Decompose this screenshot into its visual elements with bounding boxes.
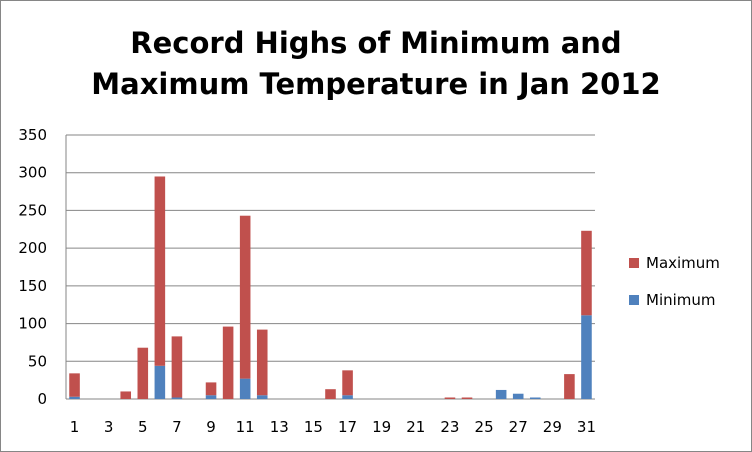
y-tick-label: 0 xyxy=(37,390,47,408)
y-tick-label: 250 xyxy=(18,201,47,219)
chart-title: Record Highs of Minimum and Maximum Temp… xyxy=(1,23,751,105)
bar-maximum-23 xyxy=(444,397,456,399)
x-tick-label: 5 xyxy=(138,418,148,436)
bar-minimum-9 xyxy=(205,395,217,399)
bar-maximum-17 xyxy=(342,370,353,396)
legend: Maximum Minimum xyxy=(629,254,720,309)
legend-label-maximum: Maximum xyxy=(646,254,720,272)
bar-minimum-1 xyxy=(69,396,80,399)
legend-swatch-minimum xyxy=(629,295,639,305)
x-tick-label: 9 xyxy=(206,418,216,436)
bar-maximum-9 xyxy=(205,382,217,396)
x-tick-label: 7 xyxy=(172,418,182,436)
x-tick-label: 19 xyxy=(372,418,391,436)
y-tick-label: 50 xyxy=(28,352,47,370)
x-tick-label: 1 xyxy=(70,418,80,436)
bar-minimum-12 xyxy=(256,395,268,399)
legend-label-minimum: Minimum xyxy=(646,291,716,309)
x-tick-label: 13 xyxy=(270,418,289,436)
x-tick-label: 17 xyxy=(338,418,357,436)
legend-swatch-maximum xyxy=(629,258,639,268)
bar-minimum-27 xyxy=(512,393,524,399)
bar-maximum-16 xyxy=(325,389,336,399)
bar-maximum-1 xyxy=(69,373,80,397)
x-tick-label: 3 xyxy=(104,418,114,436)
y-tick-label: 300 xyxy=(18,164,47,182)
chart-title-line-2: Maximum Temperature in Jan 2012 xyxy=(91,67,661,101)
x-tick-label: 31 xyxy=(577,418,596,436)
bar-maximum-7 xyxy=(171,336,183,398)
x-tick-label: 23 xyxy=(440,418,459,436)
y-tick-label: 150 xyxy=(18,277,47,295)
y-tick-label: 350 xyxy=(18,126,47,144)
bar-minimum-28 xyxy=(529,397,541,399)
x-tick-label: 21 xyxy=(406,418,425,436)
x-tick-label: 11 xyxy=(236,418,255,436)
bar-minimum-6 xyxy=(154,365,166,399)
grid-lines xyxy=(66,134,595,362)
bar-minimum-31 xyxy=(581,315,592,399)
bar-maximum-5 xyxy=(137,347,149,399)
bar-maximum-12 xyxy=(256,329,268,396)
bar-maximum-6 xyxy=(154,176,166,366)
bar-maximum-24 xyxy=(461,397,473,399)
bar-minimum-7 xyxy=(171,397,183,399)
y-tick-labels: 0 50 100 150 200 250 300 350 xyxy=(18,126,47,408)
y-tick-label: 100 xyxy=(18,315,47,333)
chart-title-line-1: Record Highs of Minimum and xyxy=(130,26,622,60)
bar-maximum-4 xyxy=(120,391,132,399)
x-tick-labels: 1 3 5 7 9 11 13 15 17 19 21 23 25 27 29 31 xyxy=(70,418,596,436)
y-tick-label: 200 xyxy=(18,239,47,257)
bar-maximum-30 xyxy=(564,374,575,399)
x-tick-label: 29 xyxy=(543,418,562,436)
bar-minimum-11 xyxy=(239,378,251,399)
bar-maximum-10 xyxy=(222,326,234,399)
x-tick-label: 25 xyxy=(475,418,494,436)
bar-maximum-31 xyxy=(581,230,592,316)
bar-minimum-26 xyxy=(495,389,507,399)
bars xyxy=(69,176,592,399)
x-tick-label: 27 xyxy=(509,418,528,436)
bar-minimum-17 xyxy=(342,395,353,399)
x-tick-label: 15 xyxy=(304,418,323,436)
bar-maximum-11 xyxy=(239,215,251,379)
